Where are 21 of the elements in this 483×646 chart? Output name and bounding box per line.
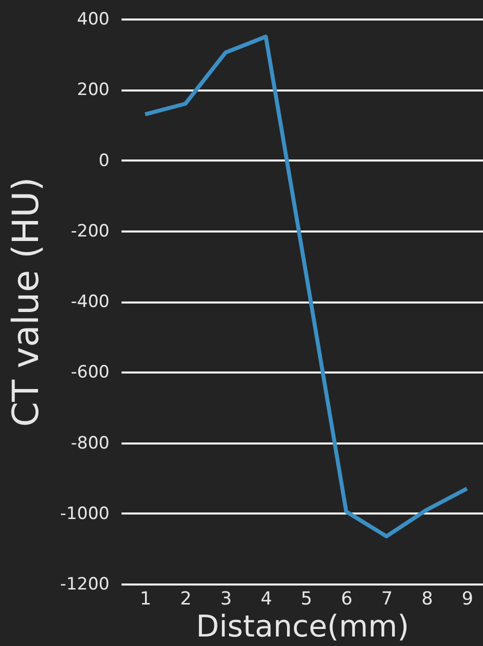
x-tick-label: 4 bbox=[260, 588, 272, 610]
x-axis-title: Distance(mm) bbox=[196, 610, 410, 644]
x-tick-label: 1 bbox=[140, 588, 152, 610]
y-tick-label: -1000 bbox=[60, 504, 110, 524]
y-tick-label: 400 bbox=[77, 10, 110, 30]
y-tick-label: -600 bbox=[70, 362, 110, 383]
x-tick-label: 2 bbox=[180, 588, 192, 610]
x-tick-label: 5 bbox=[300, 588, 312, 610]
line-series bbox=[143, 34, 469, 538]
y-tick-label: -800 bbox=[70, 433, 110, 454]
y-tick-label: -400 bbox=[70, 292, 110, 312]
y-tick-label: 0 bbox=[98, 150, 110, 171]
x-tick-label: 9 bbox=[462, 588, 474, 610]
y-axis-title: CT value (HU) bbox=[6, 177, 48, 427]
x-tick-label: 8 bbox=[421, 588, 433, 610]
y-tick-label: -1200 bbox=[60, 574, 110, 594]
y-tick-label: -200 bbox=[70, 221, 110, 242]
x-tick-label: 7 bbox=[381, 588, 393, 610]
x-tick-label: 6 bbox=[341, 588, 352, 610]
y-tick-label: 200 bbox=[77, 80, 110, 100]
x-tick-label: 3 bbox=[220, 588, 232, 610]
